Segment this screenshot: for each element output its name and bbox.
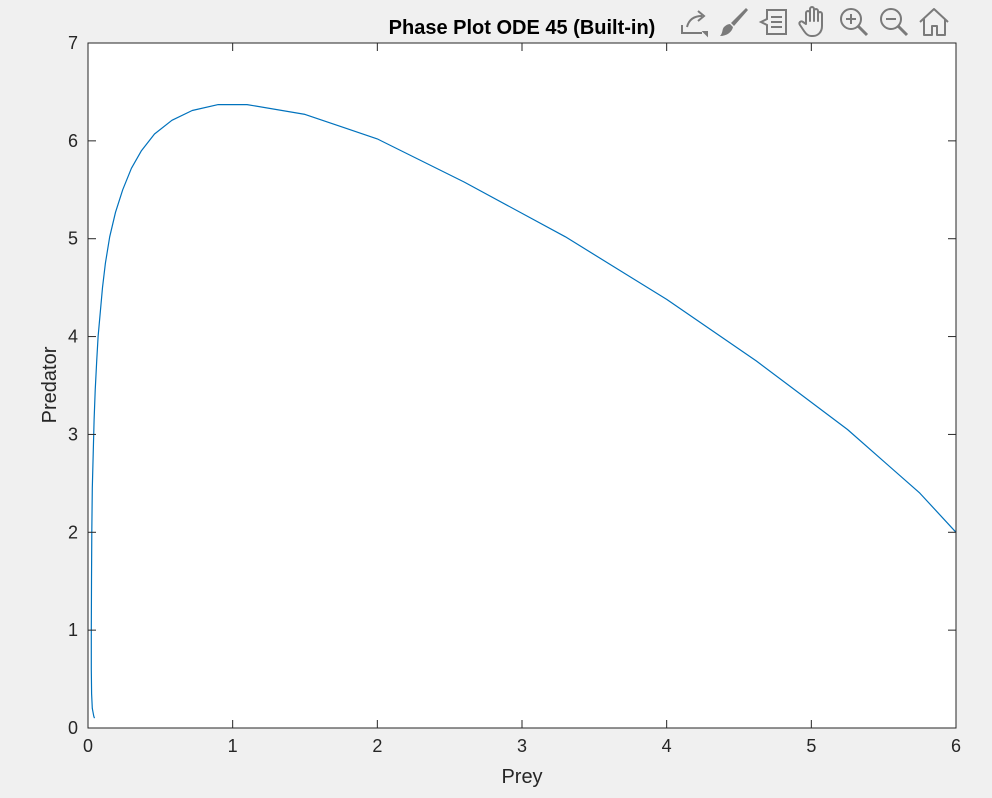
zoom-in-icon bbox=[839, 8, 868, 37]
y-axis-label: Predator bbox=[39, 346, 61, 423]
x-tick-label: 6 bbox=[951, 736, 961, 756]
y-tick-label: 3 bbox=[68, 424, 78, 444]
x-tick-label: 5 bbox=[806, 736, 816, 756]
y-tick-label: 6 bbox=[68, 131, 78, 151]
brush-icon bbox=[719, 8, 748, 36]
zoom-out-button[interactable] bbox=[876, 3, 911, 41]
x-tick-label: 1 bbox=[228, 736, 238, 756]
pan-button[interactable] bbox=[796, 3, 831, 41]
plot-area[interactable] bbox=[88, 43, 956, 728]
x-tick-label: 4 bbox=[662, 736, 672, 756]
y-tick-label: 5 bbox=[68, 229, 78, 249]
y-tick-label: 2 bbox=[68, 522, 78, 542]
data-tips-button[interactable] bbox=[756, 3, 791, 41]
x-tick-label: 2 bbox=[372, 736, 382, 756]
series-line[interactable] bbox=[90, 103, 957, 719]
y-tick-label: 7 bbox=[68, 33, 78, 53]
home-icon bbox=[918, 8, 949, 36]
x-axis-label: Prey bbox=[501, 766, 542, 788]
axes-box bbox=[87, 42, 957, 729]
brush-button[interactable] bbox=[716, 3, 751, 41]
zoom-out-icon bbox=[879, 8, 908, 37]
axes-toolbar bbox=[676, 2, 951, 42]
x-tick-label: 0 bbox=[83, 736, 93, 756]
export-button[interactable] bbox=[676, 3, 711, 41]
zoom-in-button[interactable] bbox=[836, 3, 871, 41]
home-button[interactable] bbox=[916, 3, 951, 41]
y-tick-label: 1 bbox=[68, 620, 78, 640]
y-tick-label: 0 bbox=[68, 718, 78, 738]
x-tick-label: 3 bbox=[517, 736, 527, 756]
data-tips-icon bbox=[758, 9, 787, 35]
pan-hand-icon bbox=[797, 6, 823, 37]
export-icon bbox=[680, 10, 708, 38]
y-tick-label: 4 bbox=[68, 327, 78, 347]
chart-title: Phase Plot ODE 45 (Built-in) bbox=[389, 17, 656, 39]
